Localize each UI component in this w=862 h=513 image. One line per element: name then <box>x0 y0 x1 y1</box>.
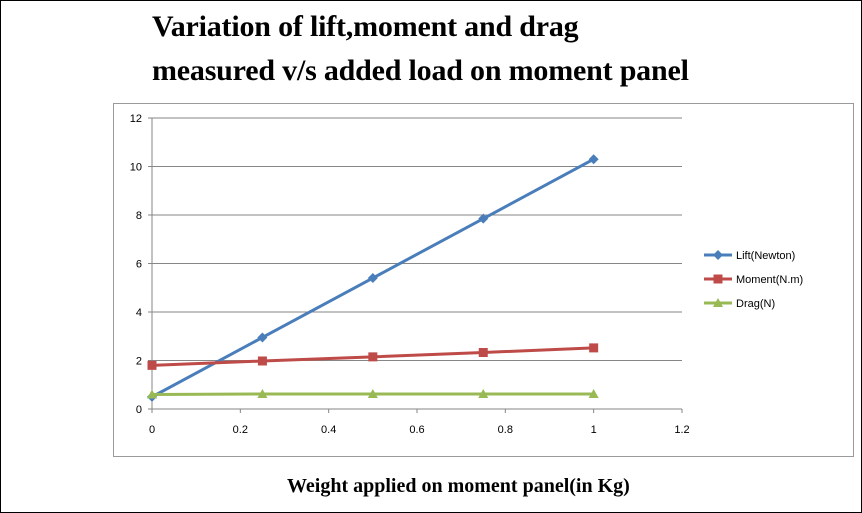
x-axis-label: Weight applied on moment panel(in Kg) <box>287 475 630 497</box>
legend-marker <box>713 298 723 307</box>
x-tick-label: 0.8 <box>498 424 513 436</box>
legend-label: Drag(N) <box>736 298 775 310</box>
data-point <box>368 352 378 362</box>
y-tick-labels: 0 2 4 6 8 10 12 <box>130 113 142 416</box>
data-point <box>367 388 378 398</box>
series-2 <box>147 343 599 370</box>
data-point <box>478 388 489 398</box>
legend-marker <box>713 274 723 284</box>
axes <box>151 118 682 410</box>
x-tick-label: 0.6 <box>409 424 424 436</box>
data-point <box>589 343 599 353</box>
legend-label: Moment(N.m) <box>736 274 803 286</box>
data-point <box>257 388 268 398</box>
x-tick-labels: 0 0.2 0.4 0.6 0.8 1 1.2 <box>149 424 690 436</box>
data-point <box>257 356 267 366</box>
data-point <box>147 389 157 399</box>
x-tick-label: 0.2 <box>233 424 248 436</box>
x-tick-label: 0.4 <box>321 424 336 436</box>
chart-title-line-2: measured v/s added load on moment panel <box>152 54 689 87</box>
legend: Lift(Newton) Moment(N.m) Drag(N) <box>704 250 803 310</box>
y-tick-label: 4 <box>136 307 142 319</box>
x-tick-label: 1 <box>591 424 597 436</box>
data-point <box>478 213 489 224</box>
data-point <box>147 360 157 370</box>
data-point <box>257 332 268 343</box>
data-point <box>367 273 378 284</box>
y-tick-label: 6 <box>136 259 142 271</box>
chart-title-line-1: Variation of lift,moment and drag <box>152 10 579 43</box>
y-tick-label: 2 <box>136 356 142 368</box>
y-tick-label: 0 <box>136 404 142 416</box>
data-point <box>588 388 599 398</box>
x-tick-label: 0 <box>149 424 155 436</box>
series-3 <box>147 388 599 399</box>
series-1 <box>147 154 599 402</box>
y-tick-label: 8 <box>136 210 142 222</box>
data-point <box>478 347 488 357</box>
y-tick-label: 12 <box>130 113 142 125</box>
legend-marker <box>713 250 723 260</box>
series-group <box>147 154 599 402</box>
legend-label: Lift(Newton) <box>736 250 795 262</box>
data-point <box>588 154 599 165</box>
y-tick-label: 10 <box>130 162 142 174</box>
x-tick-label: 1.2 <box>674 424 689 436</box>
grid-lines <box>148 117 683 413</box>
